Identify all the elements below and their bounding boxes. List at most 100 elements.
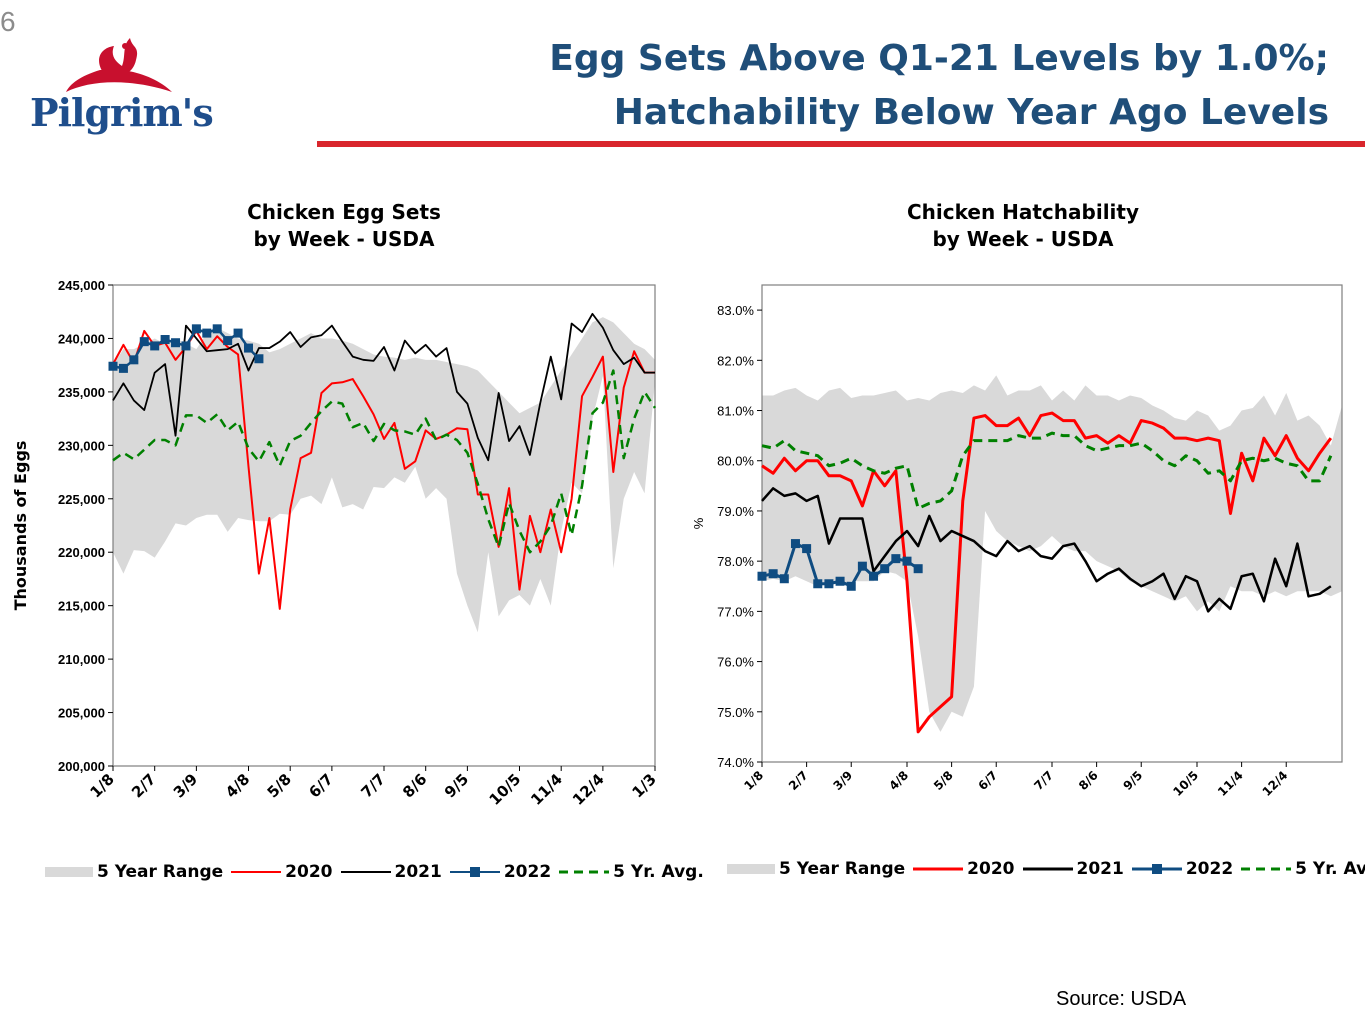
hatchability-xtick-label: 2/7: [786, 768, 811, 793]
egg-sets-xtick-label: 6/7: [305, 770, 336, 801]
egg-sets-xtick-label: 8/6: [399, 770, 430, 801]
hatchability-series-2022-point: [913, 564, 923, 574]
range-swatch-icon: [727, 864, 775, 874]
title-line-2: Hatchability Below Year Ago Levels: [613, 92, 1329, 133]
egg-sets-series-5yr-avg-line: [112, 369, 657, 554]
legend-label-range: 5 Year Range: [779, 859, 906, 879]
hatchability-xtick-label: 6/7: [976, 768, 1001, 793]
legend-label-2022: 2022: [1185, 859, 1234, 879]
hatchability-series-2022-point: [869, 571, 879, 581]
legend-item-avg: 5 Yr. Avg.: [559, 862, 704, 882]
egg-sets-ytick-label: 215,000: [58, 599, 105, 614]
egg-sets-series-2022-point: [244, 343, 253, 353]
dashed-avg-icon: [559, 870, 610, 874]
hatchability-series-2022-point: [846, 581, 856, 591]
hatchability-xtick-label: 12/4: [1260, 768, 1291, 799]
legend-label-avg: 5 Yr. Avg.: [1295, 859, 1365, 879]
egg-sets-xtick-label: 11/4: [527, 770, 566, 809]
page-title: Egg Sets Above Q1-21 Levels by 1.0%; Hat…: [549, 32, 1329, 140]
line-2022-marker-icon: [1131, 864, 1182, 874]
rooster-icon: [66, 38, 172, 92]
legend-label-avg: 5 Yr. Avg.: [613, 862, 704, 882]
egg-sets-xtick-label: 2/7: [128, 770, 159, 801]
hatchability-xtick-label: 1/8: [741, 768, 766, 793]
line-2021-icon: [340, 871, 391, 873]
line-2022-marker-icon: [449, 867, 500, 877]
title-line-1: Egg Sets Above Q1-21 Levels by 1.0%;: [549, 38, 1329, 79]
egg-sets-ylabel: Thousands of Eggs: [11, 441, 30, 611]
legend-label-2021: 2021: [394, 862, 442, 882]
egg-sets-ytick-label: 225,000: [58, 492, 105, 507]
hatchability-series-2022-point: [757, 571, 767, 581]
hatchability-ytick-label: 81.0%: [717, 404, 754, 419]
title-rule: [317, 141, 1365, 147]
egg-sets-range-area: [113, 317, 655, 633]
egg-sets-series-2022-point: [223, 336, 233, 346]
egg-sets-series-2022-point: [254, 354, 264, 364]
egg-sets-title-line-2: by Week - USDA: [253, 227, 435, 251]
hatchability-xtick-label: 5/8: [931, 768, 956, 793]
egg-sets-chart-title: Chicken Egg Sets by Week - USDA: [194, 199, 494, 253]
legend-item-range: 5 Year Range: [45, 862, 223, 882]
legend-label-2021: 2021: [1076, 859, 1124, 879]
egg-sets-xtick-label: 4/8: [222, 770, 253, 801]
legend-item-2021: 2021: [1022, 859, 1124, 879]
egg-sets-series-2022-point: [150, 341, 160, 351]
legend-item-2020: 2020: [231, 862, 333, 882]
hatchability-xtick-label: 9/5: [1121, 768, 1146, 793]
egg-sets-ytick-label: 210,000: [58, 652, 105, 667]
egg-sets-series-2022-point: [171, 338, 181, 348]
hatchability-series-2022-point: [891, 554, 901, 564]
legend-item-2022: 2022: [449, 862, 552, 882]
legend-label-2020: 2020: [967, 859, 1015, 879]
egg-sets-xtick-label: 10/5: [486, 770, 525, 809]
hatchability-series-2020-line: [761, 411, 1333, 734]
range-swatch-icon: [45, 867, 93, 877]
hatchability-chart-title: Chicken Hatchability by Week - USDA: [873, 199, 1173, 253]
hatchability-xtick-label: 11/4: [1215, 768, 1246, 799]
hatchability-ytick-label: 79.0%: [717, 504, 754, 519]
legend-label-range: 5 Year Range: [97, 862, 224, 882]
egg-sets-xtick-label: 3/9: [170, 770, 201, 801]
hatchability-xtick-label: 8/6: [1076, 768, 1101, 793]
hatchability-series-2022-point: [790, 539, 800, 549]
egg-sets-ytick-label: 200,000: [58, 759, 105, 774]
hatchability-series-2022-point: [880, 564, 890, 574]
egg-sets-ytick-label: 240,000: [58, 331, 105, 346]
hatchability-ytick-label: 74.0%: [717, 755, 754, 770]
egg-sets-title-line-1: Chicken Egg Sets: [247, 200, 441, 224]
legend-item-range: 5 Year Range: [727, 859, 905, 879]
hatchability-series-2022-point: [768, 569, 778, 579]
egg-sets-ytick-label: 230,000: [58, 438, 105, 453]
hatchability-xtick-label: 4/8: [886, 768, 911, 793]
egg-sets-ytick-label: 220,000: [58, 545, 105, 560]
dashed-avg-icon: [1241, 867, 1292, 871]
egg-sets-chart: 200,000 205,000 210,000 215,000 220,000 225,0…: [11, 278, 660, 809]
legend-item-avg: 5 Yr. Avg.: [1241, 859, 1365, 879]
egg-sets-xtick-label: 1/3: [628, 770, 659, 801]
egg-sets-ytick-label: 245,000: [58, 278, 105, 293]
egg-sets-series-2022-point: [108, 361, 118, 371]
hatchability-xtick-label: 10/5: [1170, 768, 1201, 799]
hatchability-xtick-label: 7/7: [1031, 768, 1056, 793]
hatchability-ytick-label: 80.0%: [717, 454, 754, 469]
legend-label-2022: 2022: [503, 862, 552, 882]
page-number: 6: [0, 6, 16, 37]
pilgrims-logo: Pilgrim's: [30, 36, 214, 144]
egg-sets-series-2022-point: [233, 328, 243, 338]
egg-sets-ytick-label: 235,000: [58, 385, 105, 400]
line-2020-icon: [913, 867, 964, 871]
egg-sets-series-2021-line: [112, 312, 655, 462]
hatchability-series-2022-point: [824, 579, 834, 589]
legend-label-2020: 2020: [285, 862, 333, 882]
egg-sets-series-2022-point: [181, 341, 191, 351]
hatchability-ytick-label: 75.0%: [717, 705, 754, 720]
egg-sets-xtick-label: 12/4: [569, 770, 608, 809]
hatchability-series-2022-point: [813, 579, 823, 589]
egg-sets-series-2022-point: [202, 328, 212, 338]
egg-sets-ytick-label: 205,000: [58, 706, 105, 721]
hatchability-ytick-label: 83.0%: [717, 303, 754, 318]
egg-sets-series-2022-point: [191, 324, 201, 334]
hatchability-series-2022-point: [857, 561, 867, 571]
